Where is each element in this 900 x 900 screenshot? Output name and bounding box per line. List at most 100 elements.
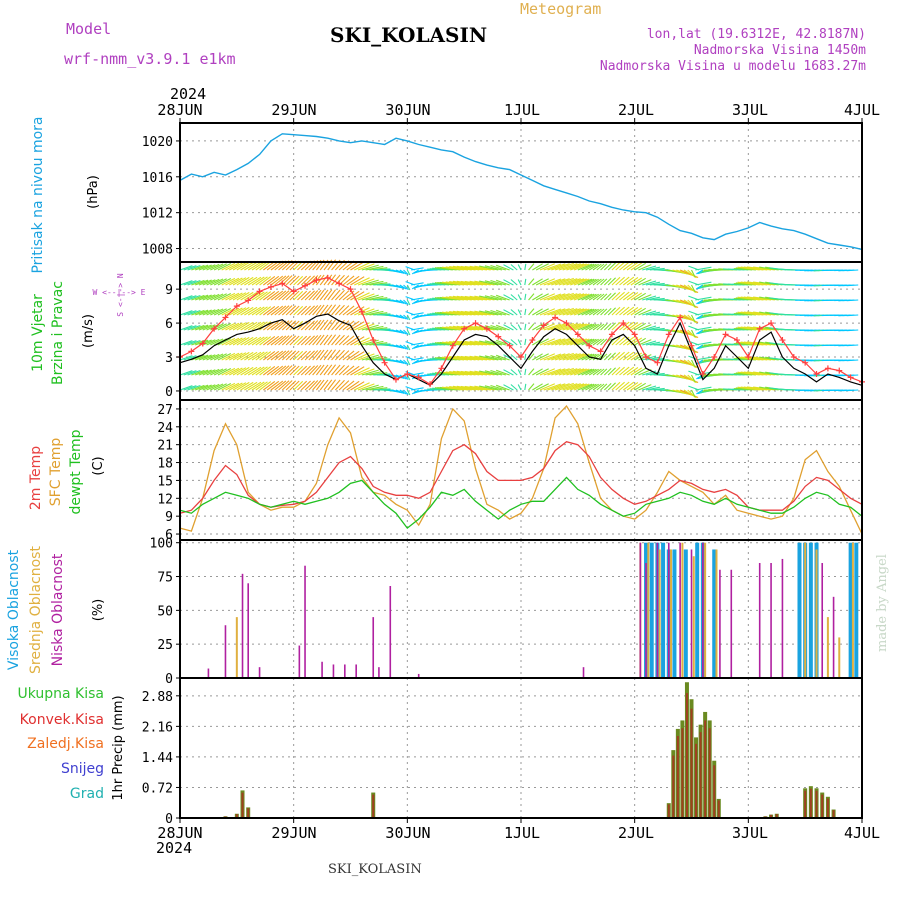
- wind-arrow: [395, 359, 405, 365]
- wind-arrow: [442, 356, 465, 361]
- y-tick-label: 1012: [142, 207, 173, 222]
- wind-arrow: [566, 353, 585, 361]
- wind-arrow: [361, 384, 379, 391]
- wind-arrow: [315, 274, 325, 286]
- wind-arrow: [251, 276, 265, 286]
- wind-arrow: [266, 275, 280, 286]
- wind-arrow: [304, 335, 315, 346]
- x-label-bottom: 30JUN: [385, 824, 430, 842]
- wind-arrow: [554, 367, 574, 376]
- wind-arrow: [297, 350, 308, 361]
- wind-arrow: [622, 366, 635, 376]
- wind-arrow: [573, 293, 590, 301]
- frozen-precip-label: Zaledj.Kisa: [27, 736, 104, 752]
- wind-arrow: [289, 275, 300, 286]
- wind-arrow: [607, 292, 616, 301]
- wind-arrow: [289, 350, 300, 361]
- wind-arrow: [554, 382, 574, 391]
- wind-arrow: [642, 340, 657, 346]
- wind-arrow: [619, 351, 630, 361]
- wind-arrow: [236, 351, 250, 361]
- x-label-bottom: 29JUN: [271, 824, 316, 842]
- wind-arrow: [469, 280, 491, 286]
- y-tick-label: 0: [165, 385, 173, 400]
- wind-arrow: [517, 339, 522, 346]
- wind-arrow: [406, 314, 411, 321]
- wind-arrow: [323, 379, 333, 391]
- y-tick-label: 15: [157, 474, 173, 489]
- wind-arrow: [342, 335, 355, 346]
- wind-arrow: [198, 369, 212, 376]
- wind-arrow: [600, 353, 608, 361]
- wind-arrow: [645, 281, 661, 286]
- wind-arrow: [554, 322, 574, 331]
- low-cloud-bar: [781, 558, 784, 678]
- wind-gust-marker: [745, 354, 752, 361]
- pressure-line: [179, 133, 863, 251]
- lonlat-label: lon,lat (19.6312E, 42.8187N): [647, 27, 866, 42]
- conv-precip-bar: [809, 788, 812, 818]
- wind-arrow: [278, 335, 290, 346]
- wind-gust-marker: [608, 331, 615, 338]
- wind-arrow: [240, 306, 254, 316]
- wind-arrow: [251, 261, 265, 271]
- wind-arrow: [405, 356, 416, 361]
- wind-arrow: [484, 310, 503, 316]
- wind-gust-marker: [699, 370, 706, 377]
- x-label-top: 3JUL: [732, 101, 768, 119]
- wind-arrow: [735, 312, 756, 316]
- wind-arrow: [452, 385, 476, 391]
- wind-arrow: [626, 367, 639, 376]
- wind-gust-marker: [631, 331, 638, 338]
- wind-arrow: [191, 354, 205, 361]
- wind-arrow: [357, 278, 375, 286]
- wind-arrow: [232, 262, 247, 271]
- wind-arrow: [304, 365, 315, 376]
- wind-arrow: [452, 280, 476, 286]
- wind-gust-marker: [506, 342, 513, 349]
- wind-arrow: [217, 278, 232, 286]
- wind-arrow: [247, 336, 262, 346]
- wind-arrow: [528, 278, 535, 286]
- wind-arrow: [735, 327, 756, 331]
- wind-arrow: [323, 334, 333, 346]
- wind-arrow: [615, 366, 625, 376]
- wind-arrow: [469, 355, 491, 361]
- wind-arrow: [622, 336, 635, 346]
- wind-arrow: [244, 321, 258, 331]
- mid-cloud-label: Srednja Oblacnost: [28, 546, 44, 674]
- wind-arrow: [361, 309, 379, 316]
- wind-arrow: [247, 366, 262, 376]
- wind-arrow: [469, 295, 491, 301]
- y-tick-label: 9: [165, 510, 173, 525]
- wind-arrow: [469, 265, 491, 271]
- mid-cloud-bar: [715, 549, 718, 678]
- wind-arrow: [517, 324, 522, 331]
- wind-arrow: [183, 295, 197, 301]
- wind-arrow: [484, 355, 503, 361]
- low-cloud-bar: [656, 542, 659, 678]
- wind-arrow: [300, 335, 311, 346]
- wind-arrow: [759, 281, 779, 286]
- wind-arrow: [456, 265, 480, 271]
- wind-arrow: [490, 324, 506, 331]
- wind-arrow: [202, 309, 216, 316]
- wind-arrow: [581, 278, 595, 286]
- wind-arrow: [274, 335, 287, 346]
- wind-arrow: [183, 370, 197, 376]
- wind-arrow: [759, 371, 779, 376]
- wind-arrow: [753, 341, 775, 346]
- wind-arrow: [449, 311, 472, 316]
- wind-arrow: [558, 293, 578, 301]
- wind-arrow: [551, 368, 570, 376]
- wind-arrow: [607, 382, 616, 391]
- wind-arrow: [217, 353, 232, 361]
- wind-arrow: [543, 308, 562, 316]
- wind-arrow: [460, 355, 484, 361]
- wind-arrow: [490, 384, 506, 391]
- wind-arrow: [496, 354, 510, 361]
- wind-arrow: [573, 368, 590, 376]
- wind-arrow: [753, 281, 775, 286]
- wind-arrow: [225, 307, 240, 316]
- wind-arrow: [759, 311, 779, 316]
